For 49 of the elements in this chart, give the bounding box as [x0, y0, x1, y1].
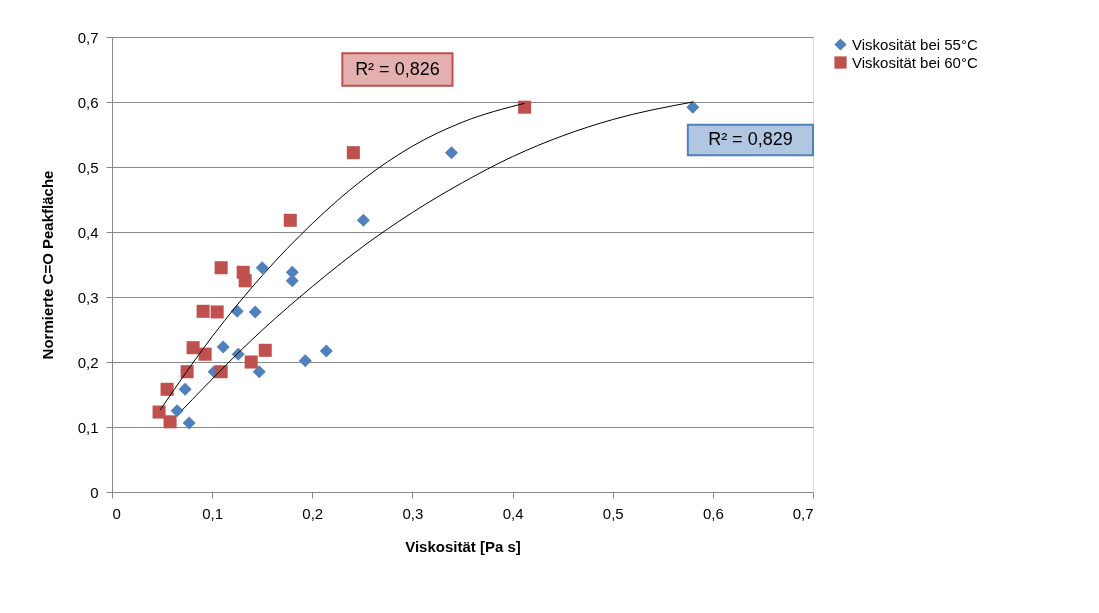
point	[346, 146, 360, 160]
point	[248, 305, 262, 319]
point	[152, 405, 166, 419]
point	[182, 416, 196, 430]
point	[255, 261, 269, 275]
x-tick-label: 0,2	[302, 504, 324, 522]
y-tick-label: 0,6	[77, 93, 99, 111]
point	[686, 100, 700, 114]
point	[319, 344, 333, 358]
point	[163, 415, 177, 429]
annotation: R² = 0,829	[708, 129, 793, 150]
x-tick-label: 0,3	[402, 504, 424, 522]
y-tick-label: 0,2	[77, 353, 99, 371]
point	[178, 382, 192, 396]
y-tick-label: 0,1	[77, 418, 99, 436]
point	[518, 100, 532, 114]
y-tick-label: 0,7	[77, 28, 99, 46]
x-tick-label: 0,1	[202, 504, 224, 522]
point	[238, 274, 252, 288]
x-axis-title: Viskosität [Pa s]	[405, 537, 521, 555]
x-tick-label: 0,5	[602, 504, 624, 522]
point	[160, 382, 174, 396]
point	[170, 404, 184, 418]
point	[198, 347, 212, 361]
y-axis-title: Normierte C=O Peakfläche	[38, 170, 56, 360]
y-tick-label: 0,3	[77, 288, 99, 306]
x-tick-label: 0,7	[792, 504, 814, 522]
point	[356, 213, 370, 227]
point	[214, 261, 228, 275]
point	[258, 343, 272, 357]
point	[216, 340, 230, 354]
x-tick-label: 0,4	[502, 504, 524, 522]
y-tick-label: 0	[90, 483, 99, 501]
x-tick-label: 0,6	[702, 504, 724, 522]
point	[444, 146, 458, 160]
legend-label: Viskosität bei 60°C	[852, 53, 978, 71]
legend-label: Viskosität bei 55°C	[852, 35, 978, 53]
point	[196, 304, 210, 318]
point	[298, 354, 312, 368]
point	[285, 274, 299, 288]
x-tick-label: 0	[112, 504, 121, 522]
point	[244, 355, 258, 369]
y-tick-label: 0,5	[77, 158, 99, 176]
point	[252, 365, 266, 379]
point	[283, 213, 297, 227]
y-tick-label: 0,4	[77, 223, 99, 241]
point	[210, 305, 224, 319]
annotation: R² = 0,826	[355, 58, 440, 79]
point	[186, 341, 200, 355]
